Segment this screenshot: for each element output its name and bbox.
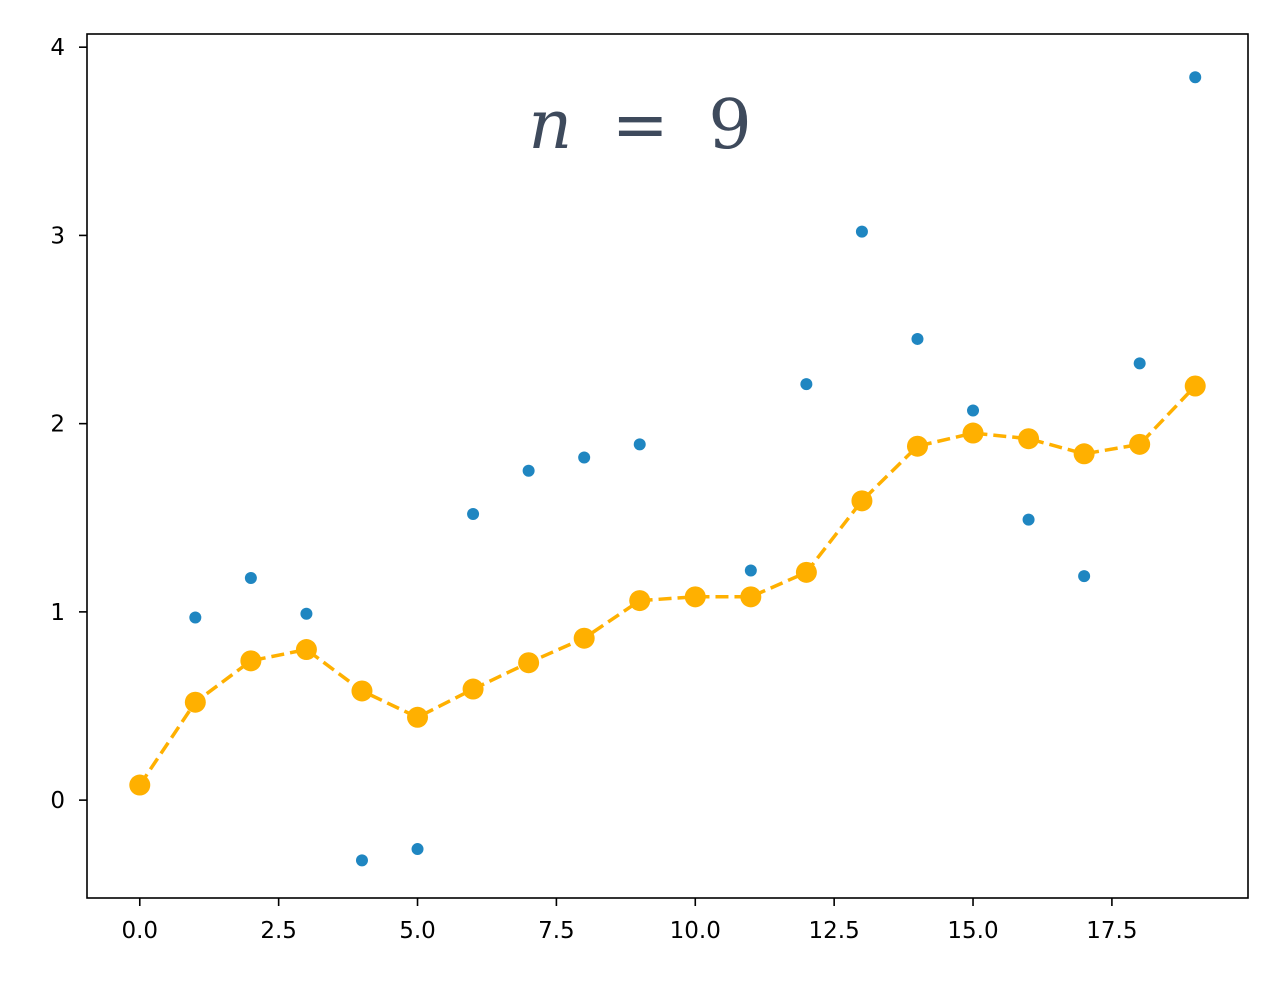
annotation-value: 9 [708, 86, 751, 165]
smoothed-point [129, 774, 151, 796]
smoothed-point [1018, 428, 1040, 450]
y-tick-label: 3 [50, 223, 65, 249]
scatter-point [800, 378, 813, 391]
scatter-point [1022, 513, 1035, 526]
scatter-point [855, 225, 868, 238]
smoothed-point [740, 586, 762, 608]
x-tick-label: 2.5 [260, 918, 297, 944]
scatter-point [411, 843, 424, 856]
scatter-point [1133, 357, 1146, 370]
smoothed-point [573, 627, 595, 649]
annotation-label: n = 9 [528, 86, 751, 165]
x-tick-label: 17.5 [1086, 918, 1137, 944]
smoothed-point [851, 490, 873, 512]
smoothed-point [1073, 443, 1095, 465]
scatter-point [633, 438, 646, 451]
smoothed-point [184, 691, 206, 713]
x-tick-label: 7.5 [538, 918, 575, 944]
smoothed-point [240, 650, 262, 672]
smoothed-point [407, 706, 429, 728]
scatter-point [244, 572, 257, 584]
y-tick-label: 0 [50, 788, 65, 814]
smoothed-point [962, 422, 984, 444]
scatter-point [744, 564, 757, 577]
smoothed-point [906, 435, 928, 457]
plot-area [86, 33, 1249, 899]
smoothed-point [1184, 375, 1206, 397]
series-layer [129, 71, 1206, 867]
scatter-point [1078, 570, 1091, 583]
y-tick-label: 4 [50, 35, 65, 61]
smoothed-point [795, 561, 817, 583]
scatter-point [467, 508, 480, 520]
scatter-point [1189, 71, 1202, 84]
annotation-variable: n [528, 86, 572, 165]
scatter-point [578, 451, 591, 464]
x-axis: 0.0 2.5 5.0 7.5 10.0 12.5 15.0 17.5 [121, 898, 1138, 944]
annotation-operator: = [612, 86, 669, 165]
smoothed-point [684, 586, 706, 608]
smoothed-point [629, 590, 651, 612]
scatter-point [300, 607, 313, 620]
scatter-point [189, 611, 202, 624]
scatter-point [967, 404, 980, 417]
x-tick-label: 10.0 [670, 918, 721, 944]
smoothed-point [351, 680, 373, 702]
y-tick-label: 2 [50, 412, 65, 438]
y-axis: 0 1 2 3 4 [50, 35, 87, 814]
smoothed-point [1129, 433, 1151, 455]
y-tick-label: 1 [50, 600, 65, 626]
scatter-point [522, 464, 535, 477]
smoothed-point [462, 678, 484, 700]
x-tick-label: 12.5 [809, 918, 860, 944]
scatter-point [355, 854, 368, 867]
x-tick-label: 0.0 [121, 918, 158, 944]
scatter-point [911, 332, 924, 345]
smoothed-point [518, 652, 540, 674]
smoothed-point [295, 639, 317, 661]
x-tick-label: 5.0 [399, 918, 436, 944]
x-tick-label: 15.0 [947, 918, 998, 944]
